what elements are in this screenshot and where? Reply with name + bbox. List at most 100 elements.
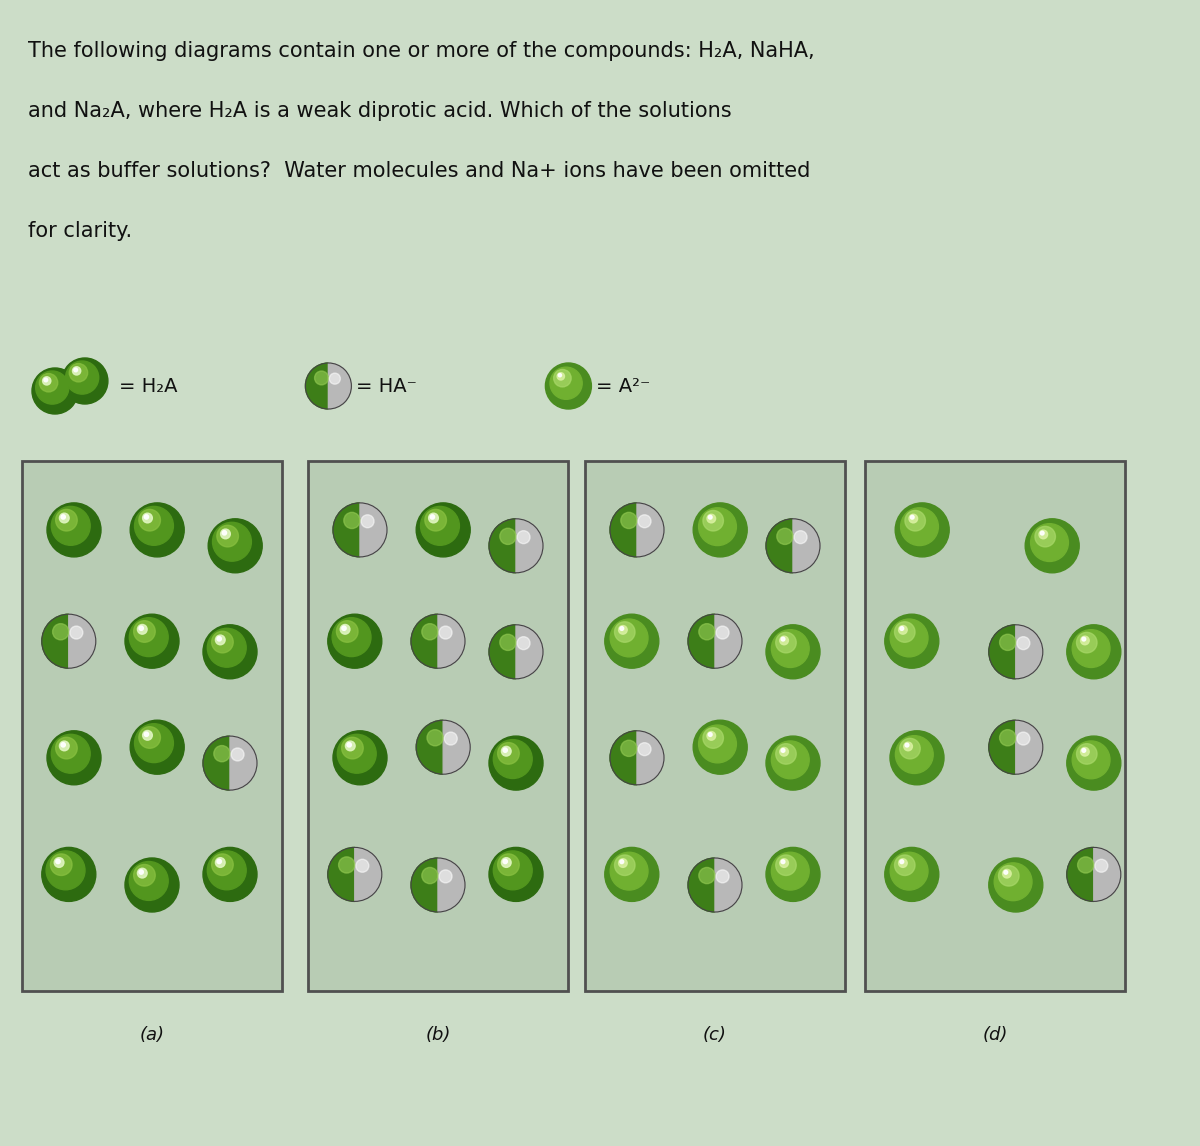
Circle shape (766, 625, 820, 678)
Text: (d): (d) (983, 1026, 1008, 1044)
Circle shape (61, 515, 65, 519)
Circle shape (66, 361, 98, 394)
Circle shape (40, 374, 58, 392)
Circle shape (490, 847, 542, 902)
Circle shape (133, 864, 155, 886)
Circle shape (439, 870, 452, 882)
Wedge shape (610, 731, 637, 785)
Circle shape (138, 625, 148, 634)
Circle shape (1073, 629, 1110, 667)
Circle shape (130, 862, 168, 901)
Text: The following diagrams contain one or more of the compounds: H₂A, NaHA,: The following diagrams contain one or mo… (28, 41, 815, 61)
Circle shape (36, 371, 68, 405)
Circle shape (1080, 747, 1090, 756)
Circle shape (620, 860, 624, 864)
Wedge shape (410, 858, 438, 912)
Wedge shape (516, 625, 542, 678)
Circle shape (1067, 625, 1121, 678)
Wedge shape (68, 614, 96, 668)
Wedge shape (490, 519, 516, 573)
Wedge shape (42, 614, 68, 668)
Circle shape (618, 858, 628, 868)
Circle shape (605, 847, 659, 902)
Circle shape (781, 860, 785, 864)
Wedge shape (306, 363, 329, 409)
Text: (c): (c) (703, 1026, 727, 1044)
Circle shape (776, 528, 793, 544)
Circle shape (708, 732, 712, 737)
Circle shape (428, 513, 438, 523)
Text: = HA⁻: = HA⁻ (356, 377, 416, 395)
Circle shape (314, 371, 329, 385)
Wedge shape (989, 625, 1016, 678)
Circle shape (1080, 636, 1090, 645)
Circle shape (502, 746, 511, 756)
Circle shape (134, 507, 174, 545)
Circle shape (775, 855, 797, 876)
Circle shape (344, 512, 360, 528)
Circle shape (1000, 634, 1016, 651)
Circle shape (1016, 637, 1030, 650)
Circle shape (53, 623, 68, 639)
Circle shape (144, 515, 149, 519)
Circle shape (900, 738, 920, 759)
Circle shape (493, 851, 533, 889)
Circle shape (346, 741, 355, 751)
Circle shape (904, 743, 912, 751)
Wedge shape (1067, 847, 1094, 902)
Circle shape (703, 510, 724, 531)
Circle shape (698, 508, 737, 545)
Circle shape (422, 868, 438, 884)
Circle shape (614, 855, 635, 876)
Circle shape (905, 744, 908, 747)
Circle shape (70, 626, 83, 639)
Circle shape (439, 626, 452, 639)
Circle shape (209, 519, 263, 573)
Circle shape (550, 367, 582, 399)
Circle shape (638, 743, 652, 755)
Circle shape (55, 737, 77, 759)
Circle shape (131, 503, 185, 557)
Circle shape (703, 728, 724, 748)
Circle shape (338, 857, 355, 873)
Circle shape (422, 623, 438, 639)
Circle shape (614, 622, 635, 642)
Circle shape (794, 531, 808, 543)
Circle shape (125, 858, 179, 912)
Circle shape (139, 626, 143, 630)
Circle shape (698, 623, 715, 639)
Circle shape (620, 627, 624, 630)
Circle shape (995, 863, 1032, 901)
Circle shape (620, 512, 637, 528)
Wedge shape (610, 503, 637, 557)
Circle shape (766, 847, 820, 902)
Circle shape (1076, 633, 1097, 653)
Circle shape (780, 636, 788, 645)
Circle shape (1039, 531, 1048, 539)
Wedge shape (766, 519, 793, 573)
Circle shape (341, 625, 350, 634)
Circle shape (772, 629, 809, 667)
Circle shape (1094, 860, 1108, 872)
Circle shape (707, 515, 715, 523)
Wedge shape (637, 503, 664, 557)
Circle shape (211, 631, 233, 653)
Circle shape (217, 637, 221, 641)
Circle shape (420, 507, 460, 545)
Circle shape (895, 503, 949, 557)
Circle shape (139, 727, 161, 748)
Circle shape (347, 743, 352, 747)
Circle shape (143, 730, 152, 740)
Circle shape (54, 857, 64, 868)
Circle shape (72, 367, 80, 375)
Circle shape (329, 374, 341, 384)
Circle shape (139, 870, 143, 874)
Circle shape (772, 741, 809, 779)
Circle shape (553, 369, 571, 387)
Text: and Na₂A, where H₂A is a weak diprotic acid. Which of the solutions: and Na₂A, where H₂A is a weak diprotic a… (28, 101, 738, 121)
Circle shape (895, 736, 934, 774)
Text: (b): (b) (425, 1026, 451, 1044)
Wedge shape (438, 614, 466, 668)
Circle shape (498, 743, 520, 764)
Circle shape (499, 634, 516, 651)
